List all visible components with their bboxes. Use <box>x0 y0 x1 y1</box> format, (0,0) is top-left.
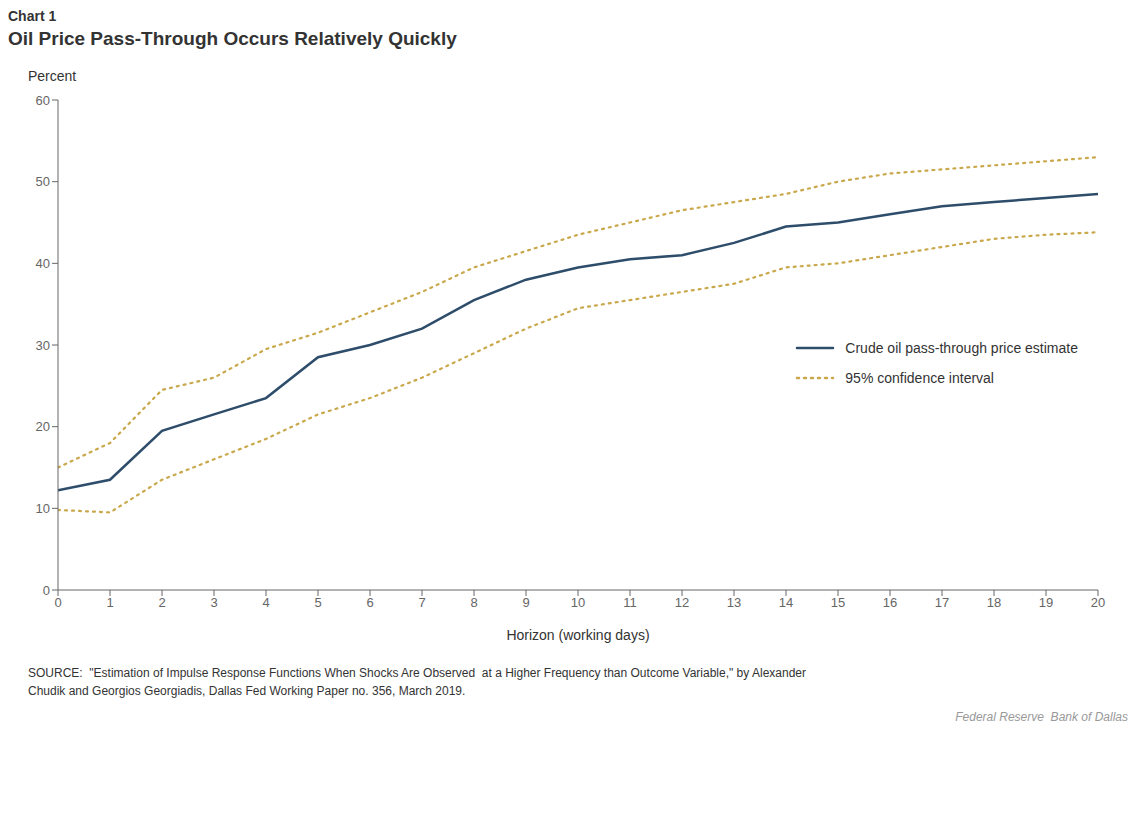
svg-text:40: 40 <box>36 256 50 271</box>
svg-text:Horizon (working days): Horizon (working days) <box>506 627 649 643</box>
html-text:Federal Reserve Bank of Dallas: Federal Reserve Bank of Dallas <box>955 710 1128 724</box>
svg-text:14: 14 <box>779 595 793 610</box>
svg-text:10: 10 <box>36 501 50 516</box>
svg-text:11: 11 <box>623 595 637 610</box>
svg-text:3: 3 <box>210 595 217 610</box>
svg-text:9: 9 <box>522 595 529 610</box>
svg-text:15: 15 <box>831 595 845 610</box>
html-text:Oil Price Pass-Through Occurs: Oil Price Pass-Through Occurs Relatively… <box>8 28 457 49</box>
svg-text:4: 4 <box>262 595 269 610</box>
html-text:SOURCE: "Estimation of Impulse: SOURCE: "Estimation of Impulse Response … <box>28 666 806 698</box>
svg-text:7: 7 <box>418 595 425 610</box>
svg-text:20: 20 <box>36 419 50 434</box>
svg-text:6: 6 <box>366 595 373 610</box>
svg-text:0: 0 <box>43 583 50 598</box>
svg-text:0: 0 <box>54 595 61 610</box>
svg-text:16: 16 <box>883 595 897 610</box>
html-text:Crude oil pass-through price e: Crude oil pass-through price estimate <box>845 340 1078 356</box>
html-text:95% confidence interval: 95% confidence interval <box>845 370 994 386</box>
svg-text:13: 13 <box>727 595 741 610</box>
svg-text:20: 20 <box>1091 595 1105 610</box>
svg-text:60: 60 <box>36 93 50 108</box>
svg-text:18: 18 <box>987 595 1001 610</box>
svg-text:2: 2 <box>158 595 165 610</box>
html-text:Percent: Percent <box>28 68 77 84</box>
svg-text:8: 8 <box>470 595 477 610</box>
svg-text:30: 30 <box>36 338 50 353</box>
svg-text:10: 10 <box>571 595 585 610</box>
svg-text:50: 50 <box>36 174 50 189</box>
html-text:Chart 1: Chart 1 <box>8 8 57 24</box>
svg-text:1: 1 <box>106 595 113 610</box>
svg-text:19: 19 <box>1039 595 1053 610</box>
svg-text:17: 17 <box>935 595 949 610</box>
svg-text:12: 12 <box>675 595 689 610</box>
svg-text:5: 5 <box>314 595 321 610</box>
